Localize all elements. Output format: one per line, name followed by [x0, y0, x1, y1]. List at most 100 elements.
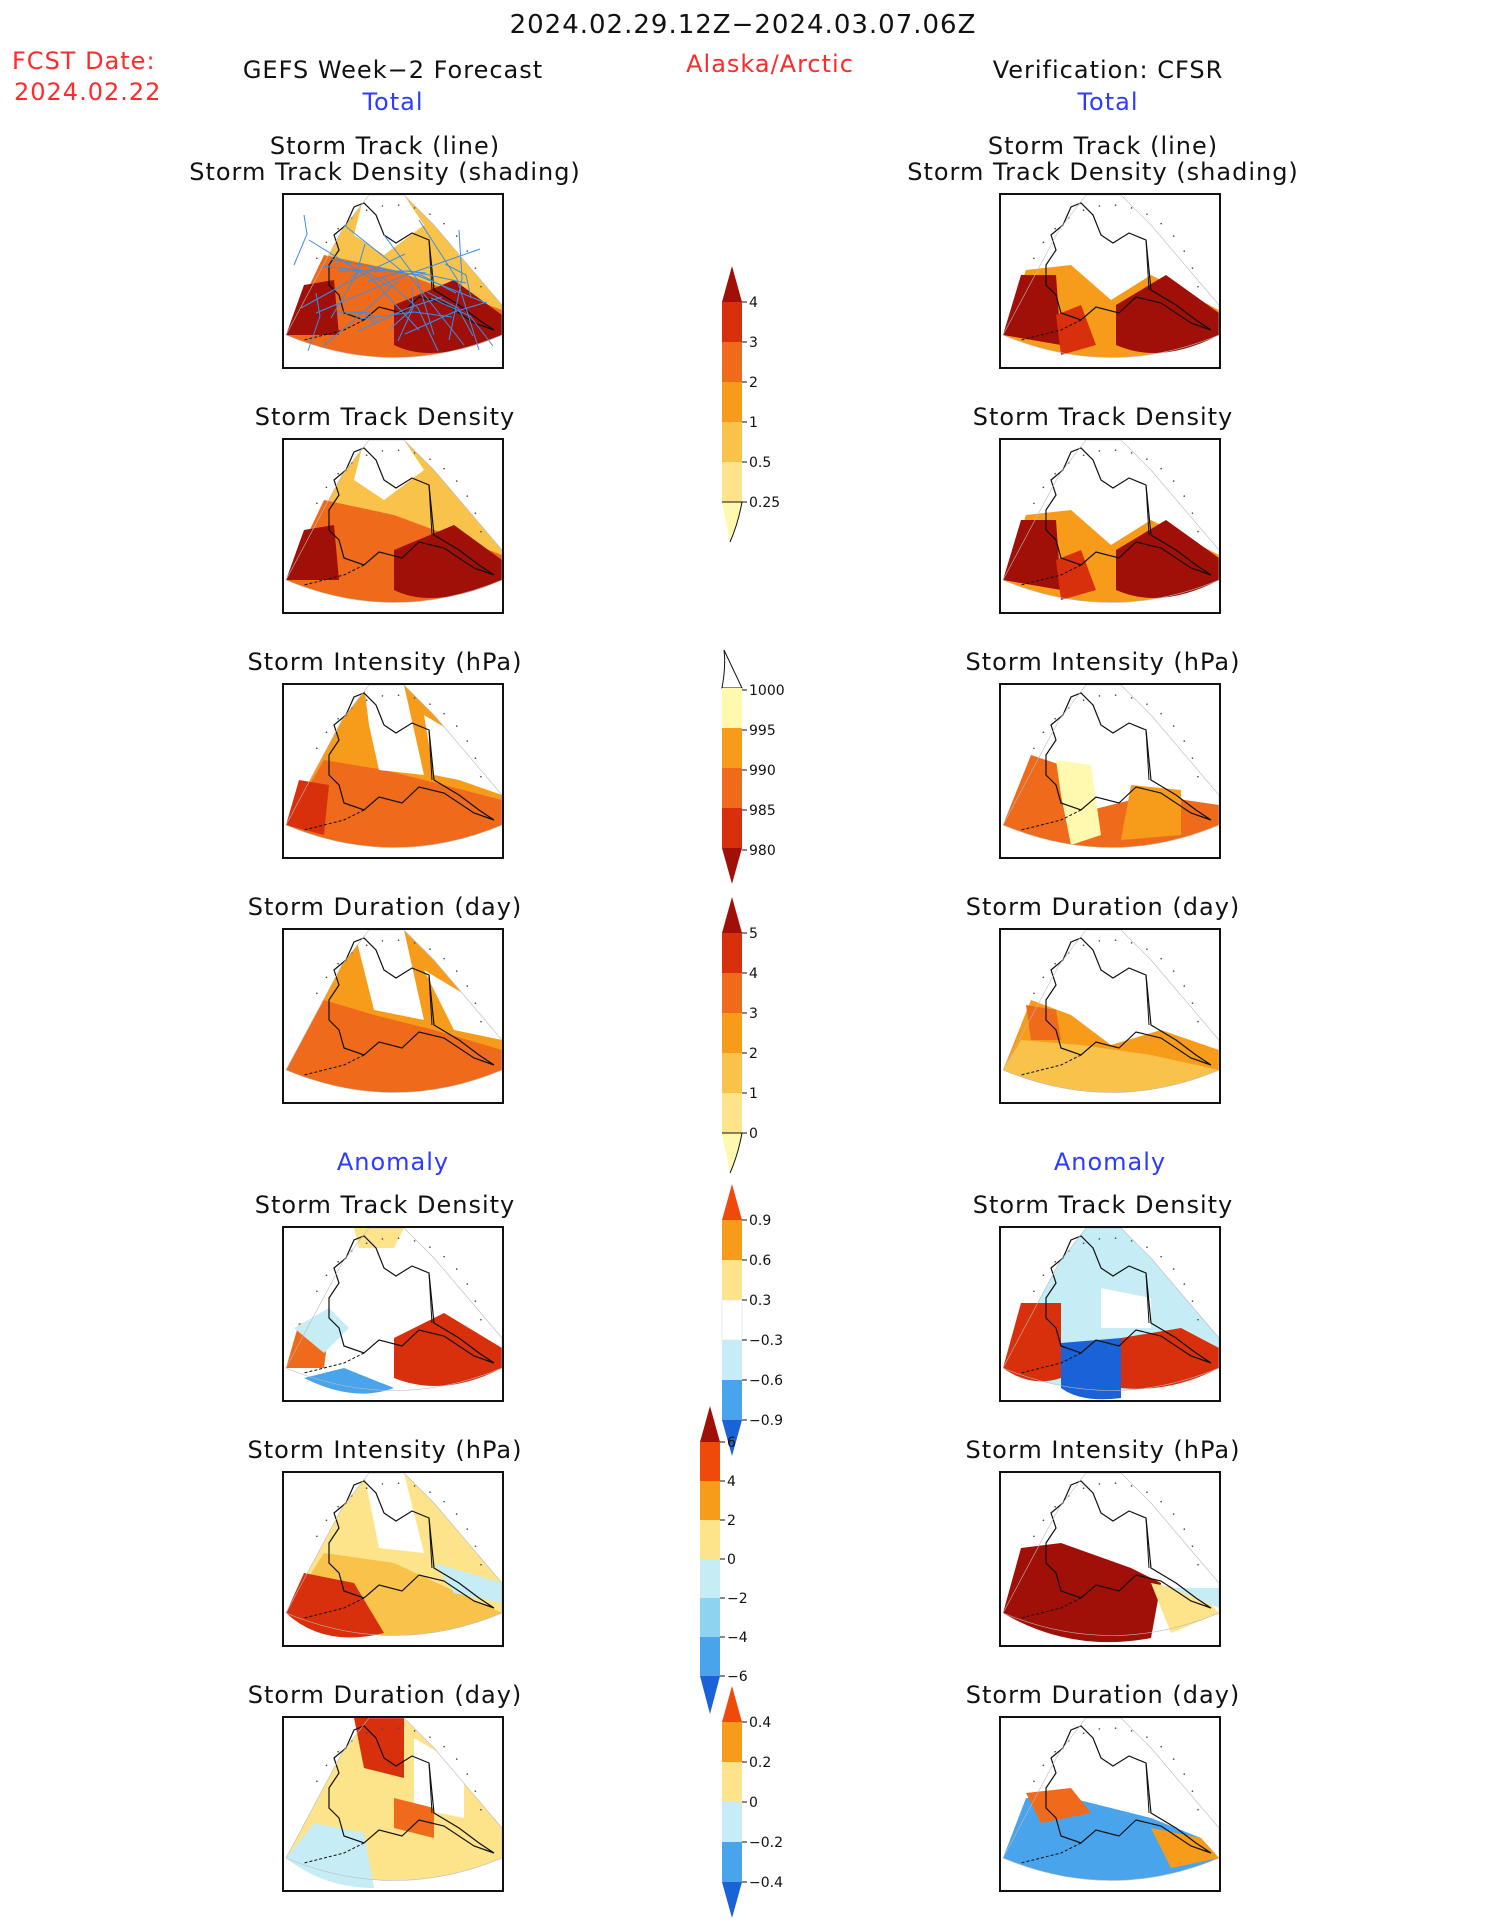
border-line-icon — [428, 1762, 433, 1814]
graticule-dot — [1160, 712, 1162, 715]
graticule-dot — [429, 213, 431, 215]
colorbar-duration-anomaly: 0.4 0.2 0 −0.2 −0.4 — [722, 1686, 783, 1918]
graticule-dot — [381, 1238, 384, 1240]
graticule-dot — [480, 1318, 482, 1321]
graticule-dot — [474, 757, 477, 759]
right-total-label: Total — [1077, 88, 1139, 116]
graticule-dot — [429, 1491, 431, 1493]
graticule-dot — [1033, 502, 1035, 505]
map-shading — [394, 1798, 434, 1838]
graticule-dot — [455, 970, 458, 972]
graticule-dot — [1197, 1318, 1199, 1321]
graticule-dot — [1033, 992, 1035, 995]
graticule-dot — [316, 1535, 318, 1538]
border-line-icon — [428, 484, 433, 536]
map-shading — [424, 970, 502, 1040]
graticule-dot — [429, 948, 431, 950]
map-shading — [1003, 1303, 1061, 1382]
colorbar-tick-label: 1 — [749, 1086, 758, 1102]
graticule-dot — [337, 1750, 339, 1753]
graticule-dot — [1054, 1505, 1056, 1508]
graticule-dot — [1130, 452, 1133, 454]
graticule-dot — [1146, 948, 1148, 950]
map-right-track — [999, 193, 1221, 369]
graticule-dot — [337, 717, 339, 720]
graticule-dot — [1183, 495, 1186, 497]
graticule-dot — [413, 697, 416, 699]
colorbar-tick-label: 0.5 — [749, 455, 771, 471]
graticule-dot — [325, 1764, 328, 1767]
map-left-intensity — [282, 683, 504, 859]
graticule-dot — [397, 694, 400, 696]
graticule-dot — [480, 530, 482, 533]
map-shading — [364, 1473, 424, 1553]
map-domain-outline — [1002, 440, 1219, 603]
colorbar-tick-label: 2 — [727, 1513, 736, 1529]
right-anom-duration-title: Storm Duration (day) — [965, 1681, 1241, 1709]
graticule-dot — [1054, 1750, 1056, 1753]
graticule-dot — [1114, 1482, 1117, 1484]
border-line-icon — [428, 974, 433, 1026]
graticule-dot — [1054, 1260, 1056, 1263]
colorbar-tick-label: −0.2 — [749, 1835, 783, 1851]
graticule-dot — [1082, 1242, 1085, 1245]
graticule-dot — [443, 1255, 445, 1258]
region-title: Alaska/Arctic — [686, 50, 854, 78]
graticule-dot — [381, 1728, 384, 1730]
graticule-dot — [1160, 222, 1162, 225]
colorbar-tick-label: −0.9 — [749, 1413, 783, 1429]
border-line-icon — [1145, 729, 1150, 781]
colorbar-tick-label: 985 — [749, 803, 776, 819]
map-shading — [1121, 1328, 1219, 1389]
graticule-dot — [1172, 1758, 1175, 1760]
graticule-dot — [1042, 1519, 1045, 1522]
graticule-dot — [337, 962, 339, 965]
graticule-dot — [1098, 1238, 1101, 1240]
right-density-title: Storm Track Density — [972, 403, 1234, 431]
storm-track-line — [418, 219, 480, 351]
border-line-icon — [1145, 239, 1150, 291]
graticule-dot — [1082, 454, 1085, 457]
graticule-dot — [397, 1482, 400, 1484]
graticule-dot — [381, 940, 384, 942]
storm-track-line — [307, 292, 321, 352]
graticule-dot — [1160, 1745, 1162, 1748]
graticule-dot — [480, 1808, 482, 1811]
map-left-anom-duration — [282, 1716, 504, 1892]
map-right-intensity — [999, 683, 1221, 859]
graticule-dot — [480, 1020, 482, 1023]
graticule-dot — [1082, 1732, 1085, 1735]
map-shading — [286, 760, 502, 848]
graticule-dot — [1183, 1528, 1186, 1530]
colorbar-tick-label: 0 — [727, 1552, 736, 1568]
graticule-dot — [455, 480, 458, 482]
graticule-dot — [1183, 1283, 1186, 1285]
aleutian-chain-icon — [1020, 1597, 1082, 1619]
graticule-dot — [1160, 1255, 1162, 1258]
aleutian-chain-icon — [303, 564, 365, 586]
colorbar-tick-label: 1000 — [749, 683, 785, 699]
graticule-dot — [466, 985, 469, 987]
storm-track-line — [329, 258, 487, 304]
right-column-title: Verification: CFSR — [992, 56, 1224, 84]
map-domain-outline — [285, 440, 502, 603]
right-track-shading-title: Storm Track Density (shading) — [907, 158, 1299, 186]
aleutian-chain-icon — [1020, 564, 1082, 586]
graticule-dot — [1191, 512, 1194, 514]
graticule-dot — [413, 207, 416, 209]
fcst-date-value: 2024.02.22 — [14, 78, 162, 106]
colorbar-intensity-total: 1000 995 990 985 980 — [721, 649, 785, 884]
storm-track-line — [430, 297, 494, 347]
graticule-dot — [1191, 1300, 1194, 1302]
map-shading — [354, 930, 424, 1020]
graticule-dot — [480, 1563, 482, 1566]
graticule-dot — [325, 1274, 328, 1277]
border-line-icon — [1145, 484, 1150, 536]
map-left-anom-intensity — [282, 1471, 504, 1647]
graticule-dot — [1146, 213, 1148, 215]
map-domain-outline — [1002, 195, 1219, 358]
map-shading — [1003, 1543, 1161, 1643]
graticule-dot — [474, 512, 477, 514]
graticule-dot — [1098, 450, 1101, 452]
colorbar-tick-label: 3 — [749, 1006, 758, 1022]
